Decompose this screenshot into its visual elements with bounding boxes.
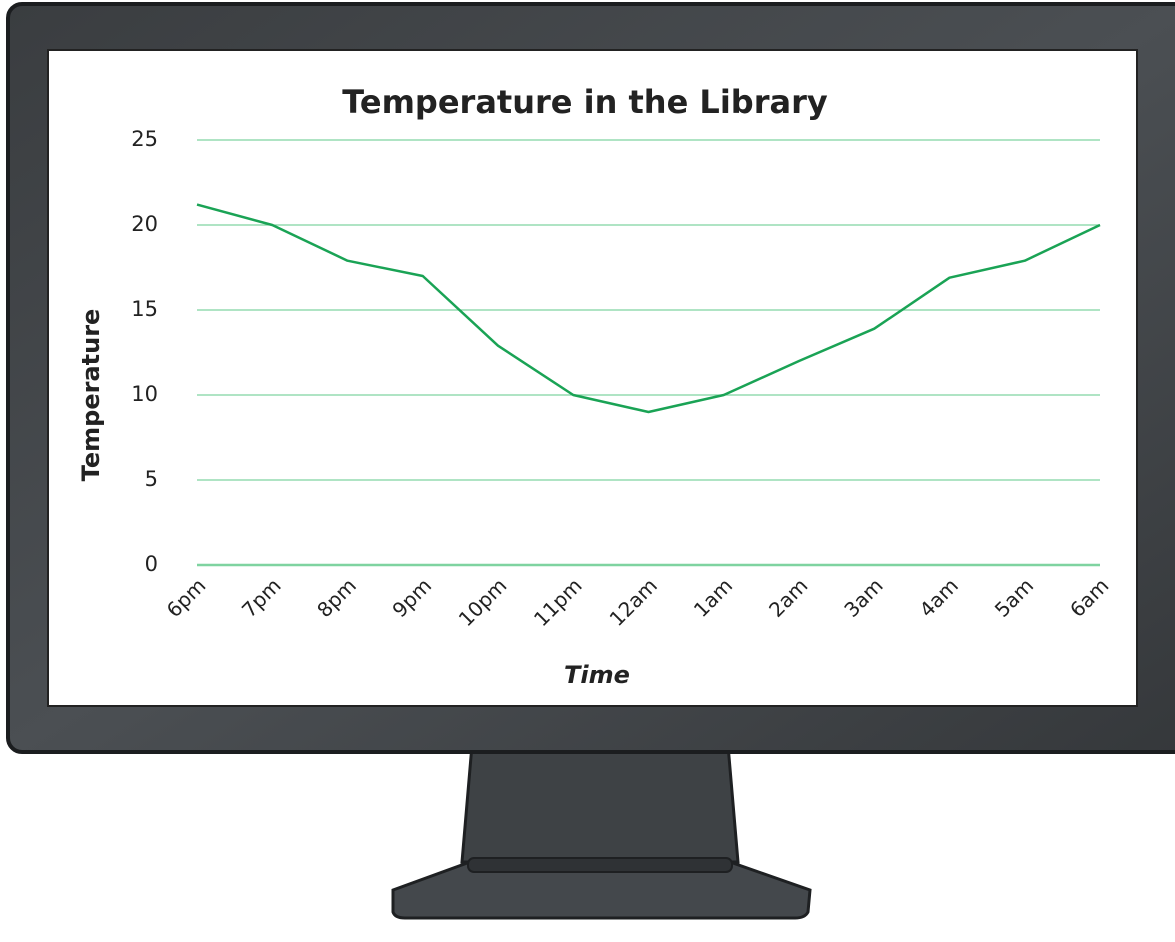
y-axis-label: Temperature [77, 309, 105, 482]
y-tick-label: 25 [131, 127, 158, 151]
monitor-scene: Temperature in the Library Temperature T… [0, 0, 1175, 942]
monitor-neck [462, 745, 738, 862]
x-axis-label: Time [564, 661, 630, 689]
y-tick-label: 0 [145, 552, 158, 576]
y-tick-label: 20 [131, 212, 158, 236]
chart-title: Temperature in the Library [342, 83, 828, 121]
y-tick-label: 15 [131, 297, 158, 321]
screen [48, 50, 1137, 706]
y-tick-label: 5 [145, 467, 158, 491]
y-tick-label: 10 [131, 382, 158, 406]
base-slot [468, 858, 732, 872]
page: {"chart_data": {"type": "line", "title":… [0, 0, 1175, 942]
